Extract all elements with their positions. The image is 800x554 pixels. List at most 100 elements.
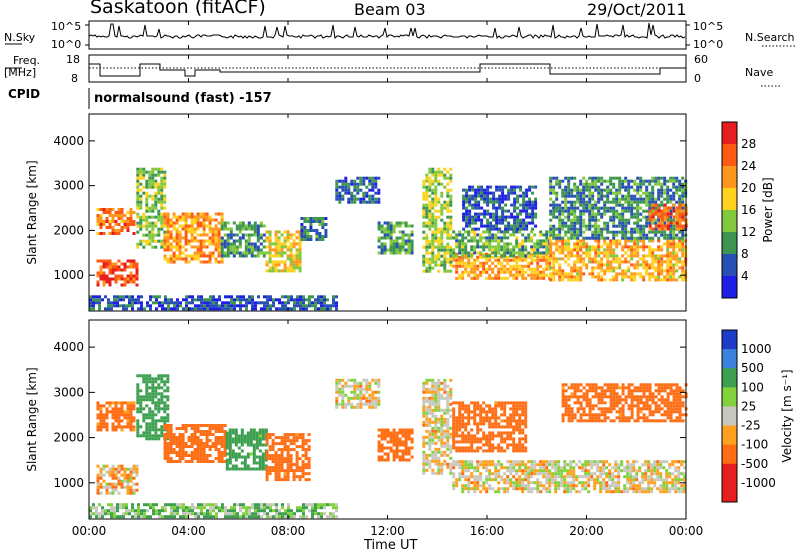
heatmap-cell	[440, 170, 444, 174]
heatmap-cell	[407, 449, 411, 453]
heatmap-cell	[443, 378, 447, 382]
heatmap-cell	[231, 467, 235, 471]
heatmap-cell	[516, 200, 520, 204]
heatmap-cell	[588, 176, 592, 180]
heatmap-cell	[585, 185, 589, 189]
heatmap-cell	[262, 233, 266, 237]
heatmap-cell	[108, 223, 112, 226]
heatmap-cell	[624, 239, 628, 243]
heatmap-cell	[293, 298, 296, 302]
heatmap-cell	[446, 176, 450, 180]
heatmap-cell	[99, 416, 103, 420]
heatmap-cell	[474, 206, 478, 210]
heatmap-cell	[92, 301, 95, 305]
heatmap-cell	[681, 251, 685, 255]
heatmap-cell	[215, 298, 218, 302]
heatmap-cell	[136, 434, 140, 438]
heatmap-cell	[114, 488, 118, 492]
heatmap-cell	[178, 442, 182, 445]
heatmap-cell	[672, 191, 676, 195]
heatmap-cell	[220, 427, 224, 430]
heatmap-cell	[488, 264, 492, 268]
heatmap-cell	[506, 258, 510, 262]
heatmap-cell	[464, 460, 468, 464]
heatmap-cell	[220, 451, 224, 454]
heatmap-cell	[389, 437, 393, 441]
heatmap-cell	[491, 267, 495, 271]
heatmap-cell	[145, 431, 149, 435]
heatmap-cell	[164, 295, 167, 299]
heatmap-cell	[497, 248, 501, 252]
heatmap-cell	[443, 269, 447, 273]
heatmap-cell	[449, 390, 453, 394]
heatmap-cell	[609, 182, 613, 186]
heatmap-cell	[524, 264, 528, 268]
heatmap-cell	[114, 211, 118, 214]
heatmap-cell	[126, 265, 130, 269]
heatmap-cell	[335, 381, 339, 385]
heatmap-cell	[135, 467, 139, 471]
heatmap-cell	[111, 485, 115, 489]
heatmap-cell	[277, 442, 281, 446]
heatmap-cell	[452, 248, 456, 252]
heatmap-cell	[615, 215, 619, 219]
heatmap-cell	[286, 230, 290, 234]
heatmap-cell	[548, 261, 552, 265]
heatmap-cell	[181, 442, 185, 445]
heatmap-cell	[657, 254, 661, 258]
heatmap-cell	[645, 215, 649, 219]
heatmap-cell	[255, 455, 259, 459]
heatmap-cell	[193, 457, 197, 460]
heatmap-cell	[579, 266, 583, 270]
heatmap-cell	[494, 233, 498, 237]
heatmap-cell	[404, 224, 408, 228]
heatmap-cell	[657, 212, 661, 216]
heatmap-cell	[545, 251, 549, 255]
heatmap-cell	[624, 242, 628, 246]
heatmap-cell	[199, 239, 203, 243]
heatmap-cell	[139, 194, 143, 198]
heatmap-cell	[283, 448, 287, 452]
heatmap-cell	[669, 200, 673, 204]
heatmap-cell	[347, 396, 351, 400]
heatmap-cell	[218, 307, 221, 311]
heatmap-cell	[151, 176, 155, 180]
heatmap-cell	[160, 221, 164, 225]
heatmap-cell	[530, 245, 534, 249]
heatmap-cell	[211, 442, 215, 445]
heatmap-cell	[464, 255, 468, 259]
heatmap-cell	[329, 307, 332, 311]
heatmap-cell	[196, 224, 200, 228]
heatmap-cell	[120, 277, 124, 281]
heatmap-cell	[573, 206, 577, 210]
heatmap-cell	[461, 236, 465, 240]
heatmap-cell	[549, 257, 553, 261]
heatmap-cell	[630, 227, 634, 231]
heatmap-cell	[624, 245, 628, 249]
heatmap-cell	[117, 232, 121, 235]
heatmap-cell	[306, 220, 310, 223]
heatmap-cell	[344, 405, 348, 409]
heatmap-cell	[272, 304, 275, 308]
heatmap-cell	[471, 188, 475, 192]
heatmap-cell	[129, 491, 133, 495]
heatmap-cell	[504, 227, 508, 231]
heatmap-cell	[498, 218, 502, 222]
heatmap-cell	[299, 307, 302, 311]
heatmap-cell	[600, 275, 604, 279]
heatmap-cell	[175, 239, 179, 243]
heatmap-cell	[443, 257, 447, 261]
heatmap-cell	[250, 227, 254, 231]
heatmap-cell	[129, 485, 133, 489]
heatmap-cell	[431, 381, 435, 385]
heatmap-cell	[476, 251, 480, 255]
heatmap-cell	[217, 427, 221, 430]
heatmap-cell	[154, 200, 158, 204]
heatmap-cell	[280, 469, 284, 473]
heatmap-cell	[483, 224, 487, 228]
heatmap-cell	[166, 227, 170, 231]
heatmap-cell	[624, 218, 628, 222]
heatmap-cell	[185, 304, 188, 308]
heatmap-cell	[533, 258, 537, 262]
heatmap-cell	[527, 251, 531, 255]
